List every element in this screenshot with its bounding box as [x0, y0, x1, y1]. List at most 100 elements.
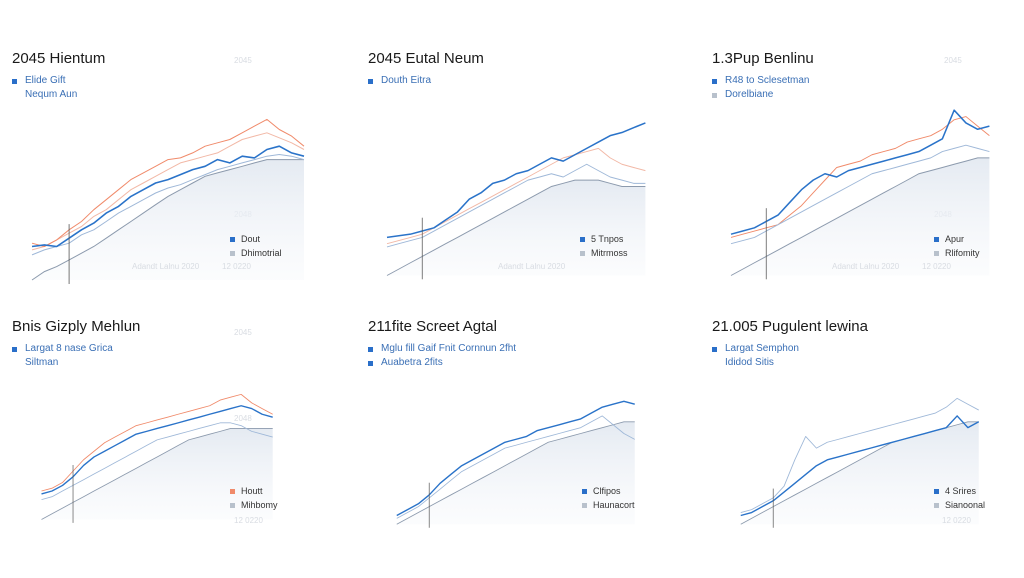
corner-legend: 5 Tnpos Mitrmoss	[580, 232, 628, 260]
area-edge-line	[386, 179, 646, 276]
chart-panel-6: 21.005 Pugulent lewina Largat Semphon Id…	[712, 318, 1024, 578]
chart-panel-4: Bnis Gizply Mehlun Largat 8 nase Grica S…	[12, 318, 332, 578]
corner-legend-item: Houtt	[230, 484, 278, 498]
line-chart	[41, 393, 273, 523]
legend-swatch	[580, 250, 585, 256]
chart-title: 211fite Screet Agtal	[368, 318, 497, 335]
series-line	[386, 147, 646, 245]
corner-legend-label: 5 Tnpos	[591, 234, 624, 244]
legend-swatch	[934, 236, 939, 242]
legend-label: R48 to Sclesetman	[725, 75, 810, 86]
corner-legend-item: 4 Srires	[934, 484, 985, 498]
area-band	[740, 421, 979, 525]
line-chart	[740, 397, 980, 528]
chart-panel-3: 1.3Pup Benlinu R48 to Sclesetman Dorelbi…	[712, 50, 1024, 310]
legend-swatch	[368, 346, 373, 352]
area-band	[396, 421, 635, 525]
legend-swatch	[368, 360, 373, 366]
area-band	[731, 157, 990, 276]
faint-label: 2045	[234, 56, 252, 65]
legend-swatch	[580, 236, 585, 242]
legend-label: Mglu fill Gaif Fnit Cornnun 2fht	[381, 343, 517, 354]
series-line	[41, 393, 273, 492]
chart-panel-2: 2045 Eutal Neum Douth Eitra 5 Tnpos Mitr…	[368, 50, 688, 310]
legend-swatch	[712, 346, 717, 352]
legend: Largat Semphon Ididod Sitis	[712, 342, 799, 370]
faint-label: 12 0220	[942, 516, 971, 525]
legend-item: Nequm Aun	[12, 88, 77, 102]
corner-legend-item: Sianoonal	[934, 498, 985, 512]
legend-item: Ididod Sitis	[712, 356, 799, 370]
corner-legend-label: Clfipos	[593, 486, 621, 496]
legend-swatch	[712, 78, 717, 84]
series-line	[730, 144, 990, 245]
line-chart	[730, 109, 990, 280]
area-edge-line	[396, 421, 635, 525]
legend-swatch	[934, 502, 939, 508]
faint-label: 2045	[944, 56, 962, 65]
corner-legend: 4 Srires Sianoonal	[934, 484, 985, 512]
corner-legend-item: Mitrmoss	[580, 246, 628, 260]
corner-legend: Dout Dhimotrial	[230, 232, 282, 260]
area-edge-line	[730, 157, 990, 276]
chart-title: 2045 Eutal Neum	[368, 50, 484, 67]
legend-swatch	[934, 488, 939, 494]
legend: Elide Gift Nequm Aun	[12, 74, 77, 102]
legend-swatch	[368, 78, 373, 84]
faint-label: 2048	[234, 414, 252, 423]
area-edge-line	[31, 159, 304, 281]
legend-swatch	[230, 488, 235, 494]
faint-label: 2045	[234, 328, 252, 337]
legend-label: Elide Gift	[25, 75, 66, 86]
series-line	[730, 116, 990, 238]
area-band	[41, 428, 273, 520]
legend-swatch	[230, 236, 235, 242]
corner-legend-item: Clfipos	[582, 484, 635, 498]
series-line	[386, 163, 646, 248]
chart-title: Bnis Gizply Mehlun	[12, 318, 141, 335]
corner-legend: Apur Rlifomity	[934, 232, 980, 260]
corner-legend: Houtt Mihbomy	[230, 484, 278, 512]
corner-legend-label: Mihbomy	[241, 500, 278, 510]
legend-item: R48 to Sclesetman	[712, 74, 810, 88]
legend-item: Douth Eitra	[368, 74, 431, 88]
series-line	[730, 109, 990, 235]
series-line	[740, 397, 979, 513]
series-line	[31, 118, 305, 247]
chart-panel-1: 2045 Hientum Elide Gift Nequm Aun 2045 2…	[12, 50, 332, 310]
faint-label: Adandt Lalnu 2020	[832, 262, 900, 271]
corner-legend-label: Rlifomity	[945, 248, 980, 258]
legend-item: Auabetra 2fits	[368, 356, 516, 370]
corner-legend-item: Haunacort	[582, 498, 635, 512]
corner-legend: Clfipos Haunacort	[582, 484, 635, 512]
corner-legend-label: 4 Srires	[945, 486, 977, 496]
series-line	[396, 400, 635, 517]
legend-item: Mglu fill Gaif Fnit Cornnun 2fht	[368, 342, 516, 356]
corner-legend-label: Sianoonal	[945, 500, 986, 510]
line-chart	[31, 118, 305, 284]
chart-title: 21.005 Pugulent lewina	[712, 318, 868, 335]
series-line	[31, 154, 305, 256]
series-line	[386, 122, 646, 239]
legend-label: Dorelbiane	[725, 89, 774, 100]
corner-legend-label: Apur	[945, 234, 965, 244]
chart-title: 1.3Pup Benlinu	[712, 50, 814, 67]
line-chart	[396, 400, 635, 528]
legend-swatch	[12, 346, 17, 352]
series-line	[740, 415, 980, 517]
line-chart	[386, 122, 646, 280]
chart-panel-5: 211fite Screet Agtal Mglu fill Gaif Fnit…	[368, 318, 688, 578]
corner-legend-item: Apur	[934, 232, 980, 246]
corner-legend-label: Dout	[241, 234, 261, 244]
faint-label: Adandt Lalnu 2020	[132, 262, 200, 271]
legend-label: Nequm Aun	[25, 89, 78, 100]
legend-label: Ididod Sitis	[725, 357, 774, 368]
corner-legend-label: Dhimotrial	[241, 248, 282, 258]
legend-item: Dorelbiane	[712, 88, 810, 102]
faint-label: Adandt Lalnu 2020	[498, 262, 566, 271]
legend-label: Douth Eitra	[381, 75, 432, 86]
legend-item: Largat Semphon	[712, 342, 799, 356]
chart-title: 2045 Hientum	[12, 50, 106, 67]
legend-item: Elide Gift	[12, 74, 77, 88]
legend-label: Auabetra 2fits	[381, 357, 443, 368]
